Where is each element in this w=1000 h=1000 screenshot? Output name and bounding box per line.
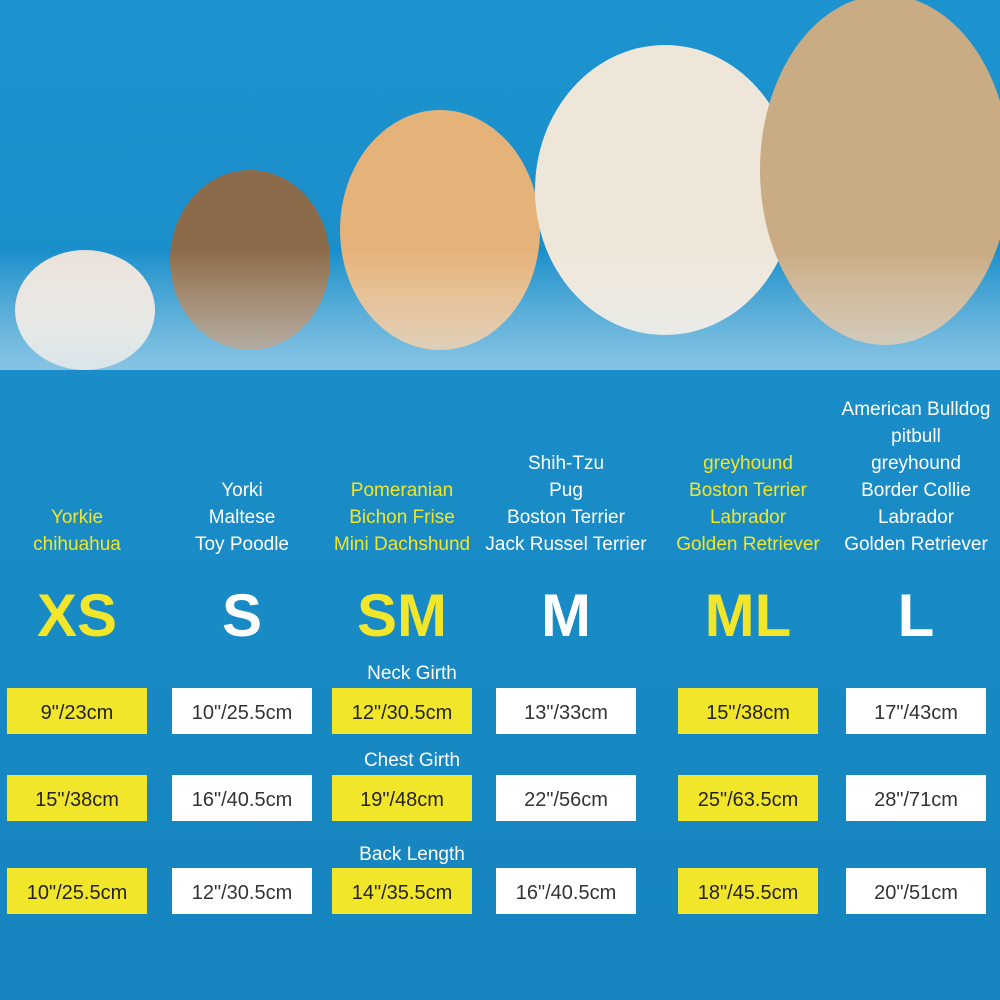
breed-name: Pug [549,480,583,501]
value-box [496,775,636,821]
breed-name: Boston Terrier [507,507,626,528]
measurement-value: 22"/56cm [524,789,608,811]
measurement-value: 12"/30.5cm [192,882,293,904]
dog-photos [0,0,1000,370]
breed-name: Toy Poodle [195,534,289,555]
value-box [172,688,312,734]
value-box [7,775,147,821]
measurement-value: 10"/25.5cm [27,882,128,904]
breed-name: Yorkie [51,507,103,528]
breed-name: American Bulldog [842,399,991,420]
value-box [678,775,818,821]
measurement-value: 15"/38cm [706,702,790,724]
measurement-value: 14"/35.5cm [352,882,453,904]
photo-fade [0,250,1000,370]
breed-name: Pomeranian [351,480,453,501]
value-box [7,868,147,914]
value-box [678,868,818,914]
value-box [332,775,472,821]
breed-name: chihuahua [33,534,121,555]
measurement-value: 12"/30.5cm [352,702,453,724]
measurement-value: 17"/43cm [874,702,958,724]
value-box [7,688,147,734]
breed-name: Jack Russel Terrier [485,534,647,555]
measurement-value: 28"/71cm [874,789,958,811]
size-label: M [541,582,591,649]
measurement-name: Chest Girth [364,750,460,771]
size-label: ML [705,582,792,649]
breed-name: Labrador [710,507,787,528]
breed-name: Shih-Tzu [528,453,604,474]
breed-name: Bichon Frise [349,507,455,528]
value-box [846,688,986,734]
measurement-value: 19"/48cm [360,789,444,811]
breed-name: pitbull [891,426,941,447]
value-box [172,868,312,914]
breed-name: Boston Terrier [689,480,808,501]
breed-name: Labrador [878,507,955,528]
value-box [678,688,818,734]
value-box [332,688,472,734]
breed-name: Yorki [221,480,263,501]
value-box [332,868,472,914]
measurement-value: 20"/51cm [874,882,958,904]
measurement-name: Neck Girth [367,663,457,684]
measurement-name: Back Length [359,844,465,865]
measurement-value: 13"/33cm [524,702,608,724]
value-box [846,868,986,914]
value-box [496,868,636,914]
measurement-value: 16"/40.5cm [516,882,617,904]
breed-name: Golden Retriever [844,534,988,555]
value-box [496,688,636,734]
breed-name: greyhound [871,453,961,474]
measurement-value: 16"/40.5cm [192,789,293,811]
measurement-value: 25"/63.5cm [698,789,799,811]
breed-name: greyhound [703,453,793,474]
breed-name: Mini Dachshund [334,534,470,555]
size-label: SM [357,582,447,649]
breed-name: Border Collie [861,480,971,501]
value-box [846,775,986,821]
size-label: XS [37,582,117,649]
measurement-value: 15"/38cm [35,789,119,811]
measurement-value: 9"/23cm [41,702,114,724]
measurement-value: 18"/45.5cm [698,882,799,904]
size-label: S [222,582,262,649]
breed-name: Maltese [209,507,276,528]
breed-name: Golden Retriever [676,534,820,555]
size-label: L [898,582,935,649]
value-box [172,775,312,821]
measurement-value: 10"/25.5cm [192,702,293,724]
